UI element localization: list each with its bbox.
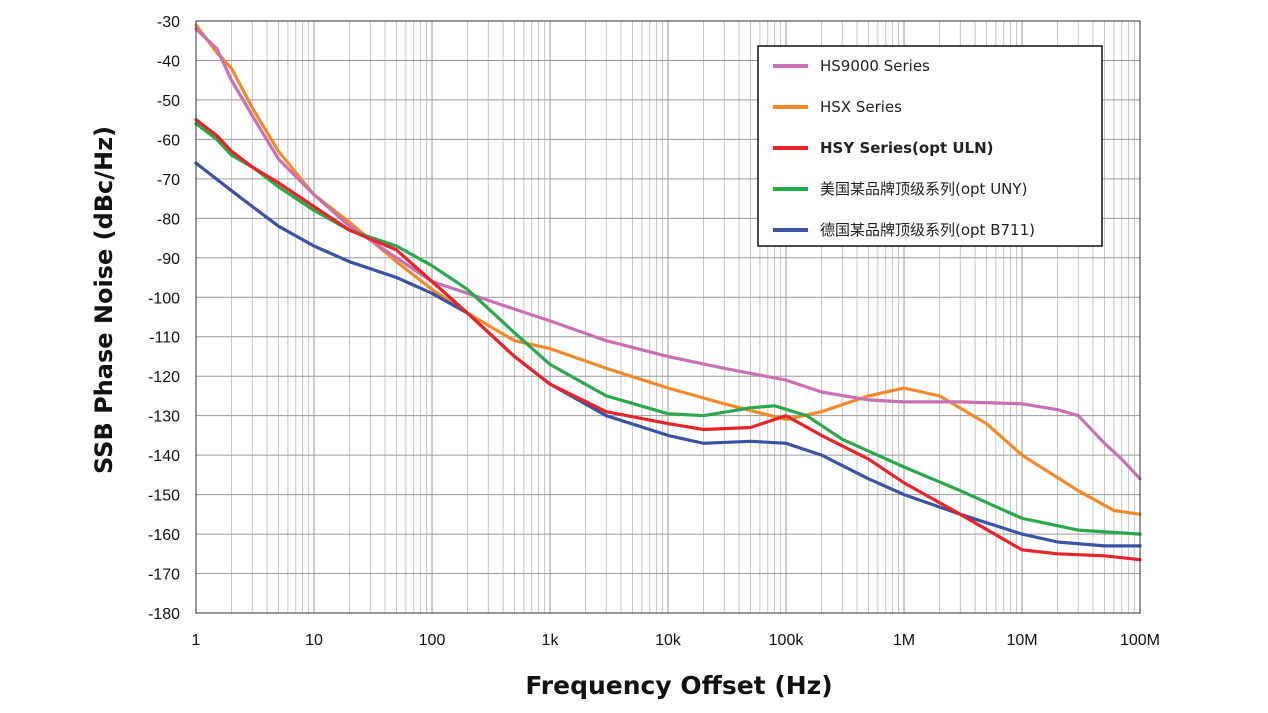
y-axis-title: SSB Phase Noise (dBc/Hz)	[90, 126, 118, 474]
x-tick-label: 10M	[1006, 632, 1037, 649]
y-tick-label: -100	[148, 290, 180, 307]
x-tick-label: 1k	[542, 632, 560, 649]
series-line	[194, 122, 1142, 536]
y-tick-label: -50	[157, 93, 180, 110]
y-tick-labels: -30 -40 -50 -60 -70 -80 -90 -100 -110 -120 -130 -14…	[148, 14, 180, 623]
legend-label: HS9000 Series	[820, 57, 930, 75]
y-tick-label: -30	[157, 14, 180, 31]
y-tick-label: -60	[157, 132, 180, 149]
legend-label: 美国某品牌顶级系列(opt UNY)	[820, 180, 1027, 198]
y-tick-label: -90	[157, 251, 180, 268]
series-line	[194, 27, 1142, 481]
y-tick-label: -160	[148, 527, 180, 544]
legend-label: HSX Series	[820, 98, 902, 116]
y-tick-label: -40	[157, 53, 180, 70]
y-tick-label: -110	[149, 330, 180, 347]
series-line	[194, 161, 1142, 548]
x-tick-label: 10	[305, 632, 323, 649]
legend: HS9000 Series HSX Series HSY Series(opt UL…	[757, 45, 1103, 247]
y-tick-label: -80	[157, 211, 180, 228]
x-tick-labels: 1 10 100 1k 10k 100k 1M 10M 100M	[192, 632, 1160, 649]
legend-label: HSY Series(opt ULN)	[820, 139, 994, 157]
y-tick-label: -140	[148, 448, 180, 465]
y-tick-label: -120	[148, 369, 180, 386]
legend-box	[757, 45, 1103, 247]
y-tick-label: -180	[148, 606, 180, 623]
series-line	[194, 118, 1142, 562]
x-tick-label: 1M	[893, 632, 915, 649]
plot-frame	[195, 20, 1141, 614]
x-tick-label: 100k	[769, 632, 805, 649]
legend-label: 德国某品牌顶级系列(opt B711)	[820, 221, 1035, 239]
y-tick-label: -70	[157, 172, 180, 189]
y-tick-label: -130	[148, 409, 180, 426]
x-tick-label: 1	[192, 632, 201, 649]
series-lines	[194, 23, 1142, 562]
x-axis-title: Frequency Offset (Hz)	[525, 671, 832, 700]
y-tick-label: -170	[148, 567, 180, 584]
x-tick-label: 100M	[1120, 632, 1160, 649]
x-tick-label: 10k	[655, 632, 682, 649]
series-line	[194, 23, 1142, 516]
y-tick-label: -150	[148, 488, 180, 505]
x-tick-label: 100	[419, 632, 446, 649]
